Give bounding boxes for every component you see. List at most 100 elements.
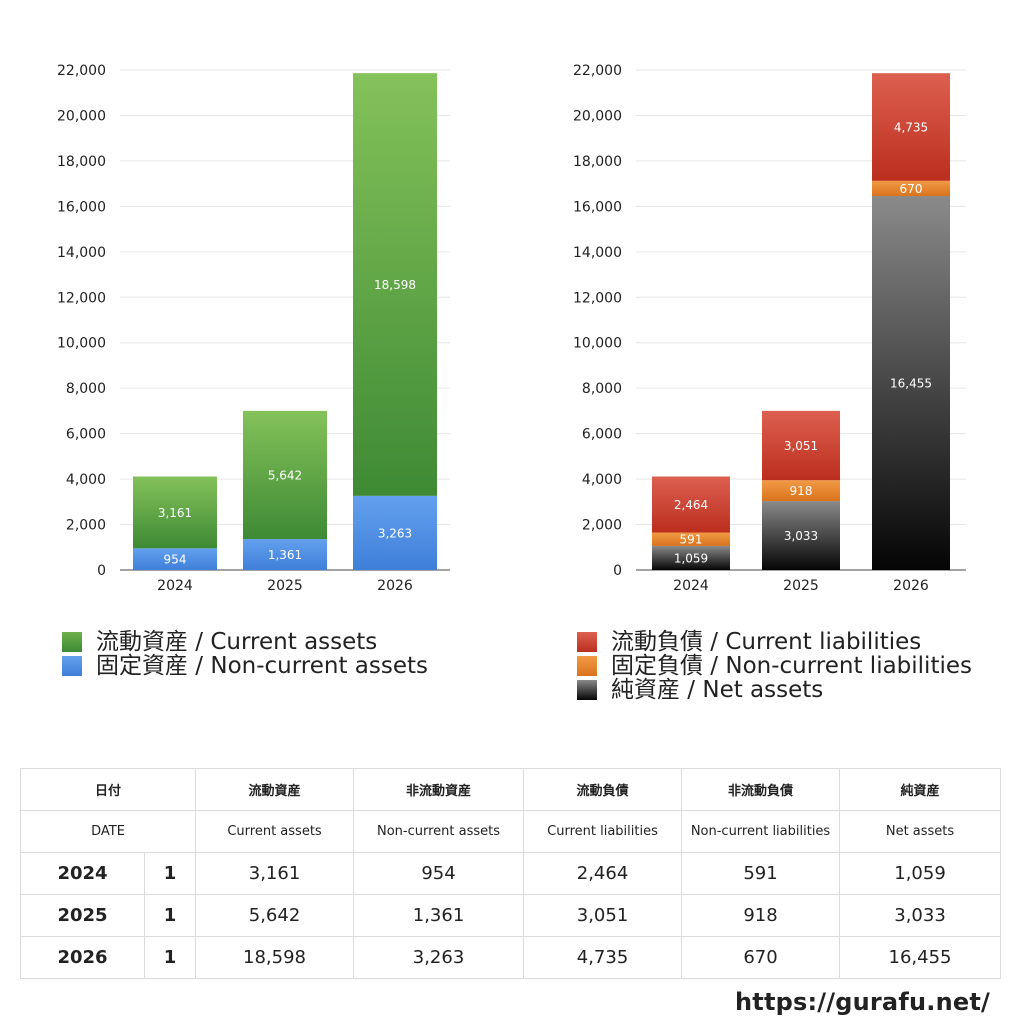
bar-segment	[133, 548, 217, 570]
assets-chart: 0 2,000 4,000 6,000 8,000 10,000 12,000 14,000 1…	[0, 50, 512, 610]
bar-segment	[652, 545, 730, 570]
table-cell-month: 1	[143, 852, 197, 895]
y-tick-label: 14,000	[57, 245, 106, 261]
data-label: 4,735	[894, 120, 928, 134]
bar-segment	[243, 539, 327, 570]
y-tick-label: 16,000	[573, 199, 622, 215]
legend-item-current-assets: 流動資産 / Current assets	[62, 630, 428, 654]
table-cell: 954	[353, 852, 525, 895]
table-cell: 1,059	[839, 852, 1002, 895]
legend-item-non-current-assets: 固定資産 / Non-current assets	[62, 654, 428, 678]
table-cell-year: 2024	[20, 852, 145, 895]
table-cell: 670	[681, 936, 841, 979]
table-row: 2025 1 5,642 1,361 3,051 918 3,033	[20, 894, 1002, 937]
x-tick-label: 2025	[267, 578, 303, 594]
table-cell-year: 2025	[20, 894, 145, 937]
bar-segment	[243, 410, 327, 540]
table-cell: 3,051	[523, 894, 683, 937]
table-row: 2024 1 3,161 954 2,464 591 1,059	[20, 852, 1002, 895]
y-tick-label: 12,000	[573, 290, 622, 306]
bar-segment	[353, 73, 437, 496]
legend-label: 純資産 / Net assets	[611, 677, 824, 703]
table-header-cell: Current liabilities	[523, 810, 683, 853]
legend-label: 流動負債 / Current liabilities	[611, 629, 922, 655]
table-header-cell: DATE	[19, 810, 197, 853]
bar-segment	[872, 180, 950, 197]
y-tick-label: 0	[97, 563, 106, 579]
x-tick-label: 2026	[377, 578, 413, 594]
bar-segment	[762, 480, 840, 502]
y-tick-label: 20,000	[57, 108, 106, 124]
chart-svg: 0 2,000 4,000 6,000 8,000 10,000 12,000 14,000 1…	[57, 63, 450, 594]
y-tick-label: 20,000	[573, 108, 622, 124]
table-cell: 4,735	[523, 936, 683, 979]
chart-svg: 0 2,000 4,000 6,000 8,000 10,000 12,000 14,000 1…	[573, 63, 966, 594]
y-tick-label: 2,000	[582, 518, 622, 534]
data-label: 954	[164, 553, 187, 567]
table-cell-month: 1	[143, 936, 197, 979]
table-header-cell: 純資産	[839, 768, 1002, 811]
y-tick-label: 16,000	[57, 199, 106, 215]
data-label: 3,263	[378, 526, 412, 540]
table-cell: 16,455	[839, 936, 1002, 979]
data-label: 1,059	[674, 551, 708, 565]
table-cell: 3,161	[195, 852, 355, 895]
data-label: 3,161	[158, 506, 192, 520]
legend-swatch	[577, 656, 597, 676]
y-tick-label: 2,000	[66, 518, 106, 534]
assets-legend: 流動資産 / Current assets 固定資産 / Non-current…	[62, 630, 428, 678]
bar-segment	[872, 196, 950, 571]
y-tick-label: 4,000	[582, 472, 622, 488]
bar-segment	[353, 495, 437, 570]
table-cell: 591	[681, 852, 841, 895]
legend-label: 固定負債 / Non-current liabilities	[611, 653, 972, 679]
table-header-cell: 非流動負債	[681, 768, 841, 811]
legend-label: 流動資産 / Current assets	[96, 629, 378, 655]
y-tick-label: 4,000	[66, 472, 106, 488]
data-label: 5,642	[268, 468, 302, 482]
y-tick-label: 18,000	[573, 154, 622, 170]
x-tick-label: 2024	[673, 578, 709, 594]
y-tick-label: 6,000	[582, 427, 622, 443]
table-cell: 2,464	[523, 852, 683, 895]
legend-swatch	[62, 656, 82, 676]
y-tick-label: 8,000	[66, 381, 106, 397]
table-header-cell: 非流動資産	[353, 768, 525, 811]
data-label: 18,598	[374, 278, 416, 292]
legend-label: 固定資産 / Non-current assets	[96, 653, 429, 679]
table-header-cell: 流動負債	[523, 768, 683, 811]
data-label: 918	[790, 484, 813, 498]
data-label: 3,033	[784, 529, 818, 543]
y-tick-label: 14,000	[573, 245, 622, 261]
table-cell: 5,642	[195, 894, 355, 937]
y-tick-label: 18,000	[57, 154, 106, 170]
table-header-cell: 日付	[19, 768, 197, 811]
x-tick-label: 2025	[783, 578, 819, 594]
table-cell: 18,598	[195, 936, 355, 979]
y-tick-label: 22,000	[573, 63, 622, 79]
table-header-row: DATE Current assets Non-current assets C…	[19, 810, 1002, 853]
y-tick-label: 10,000	[57, 336, 106, 352]
table-header-row: 日付 流動資産 非流動資産 流動負債 非流動負債 純資産	[19, 768, 1002, 811]
y-tick-label: 12,000	[57, 290, 106, 306]
bar-segment	[762, 410, 840, 481]
table-header-cell: Non-current liabilities	[681, 810, 841, 853]
table-header-cell: Non-current assets	[353, 810, 525, 853]
table-header-cell: 流動資産	[195, 768, 355, 811]
y-tick-label: 6,000	[66, 427, 106, 443]
bar-segment	[652, 532, 730, 546]
table-row: 2026 1 18,598 3,263 4,735 670 16,455	[20, 936, 1002, 979]
table-cell: 3,033	[839, 894, 1002, 937]
data-label: 1,361	[268, 548, 302, 562]
x-tick-label: 2024	[157, 578, 193, 594]
y-tick-label: 22,000	[57, 63, 106, 79]
table-cell: 3,263	[353, 936, 525, 979]
data-label: 591	[680, 533, 703, 547]
table-header-cell: Net assets	[839, 810, 1002, 853]
legend-item-current-liabilities: 流動負債 / Current liabilities	[577, 630, 972, 654]
legend-swatch	[577, 632, 597, 652]
bar-segment	[133, 476, 217, 549]
table-cell-month: 1	[143, 894, 197, 937]
legend-swatch	[62, 632, 82, 652]
data-label: 670	[900, 182, 923, 196]
